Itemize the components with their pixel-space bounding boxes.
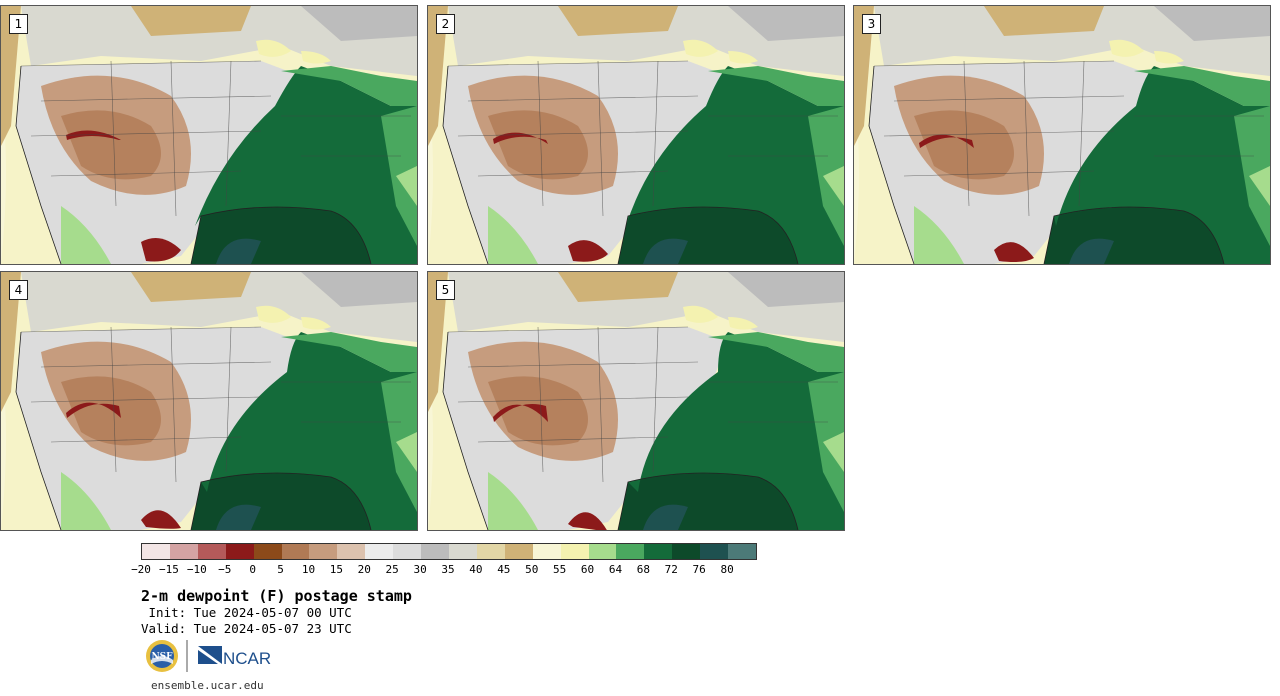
colorbar-swatch (365, 544, 394, 559)
colorbar-swatch (421, 544, 449, 559)
colorbar-tick-label: 40 (469, 563, 483, 576)
colorbar-tick-label: 76 (692, 563, 706, 576)
colorbar-swatch (476, 544, 505, 559)
valid-time: Valid: Tue 2024-05-07 23 UTC (141, 621, 352, 636)
colorbar (141, 543, 757, 560)
colorbar-swatch (672, 544, 701, 559)
colorbar-tick-label: 10 (301, 563, 316, 576)
panel-label: 1 (9, 14, 28, 34)
colorbar-swatch (616, 544, 645, 559)
chart-title: 2-m dewpoint (F) postage stamp (141, 587, 412, 605)
dewpoint-map-4 (1, 272, 417, 530)
svg-text:NSF: NSF (151, 652, 173, 662)
colorbar-swatch (225, 544, 254, 559)
colorbar-swatch (393, 544, 422, 559)
colorbar-tick-label: 60 (580, 563, 595, 576)
nsf-ncar-logo: NSF NCAR (146, 640, 271, 672)
colorbar-swatch (504, 544, 533, 559)
colorbar-swatch (169, 544, 198, 559)
colorbar-swatch (197, 544, 226, 559)
dewpoint-map-1 (1, 6, 417, 264)
colorbar-tick-label: 25 (385, 563, 399, 576)
colorbar-tick-label: −10 (186, 563, 207, 576)
colorbar-swatch (700, 544, 729, 559)
map-panel-4[interactable]: 4 (0, 271, 418, 531)
footer-url: ensemble.ucar.edu (151, 679, 264, 692)
colorbar-tick-label: 20 (357, 563, 371, 576)
colorbar-ticks: −20 −15 −10 −5 0 5 10 15 20 25 30 35 40 45 50 55 60 64 68 7… (131, 563, 755, 577)
colorbar-swatch (448, 544, 477, 559)
ncar-logo-icon: NCAR (198, 646, 271, 668)
colorbar-tick-label: 50 (525, 563, 539, 576)
colorbar-swatch (728, 544, 756, 559)
colorbar-swatch (560, 544, 589, 559)
map-panel-3[interactable]: 3 (853, 5, 1271, 265)
colorbar-swatch (532, 544, 561, 559)
panel-label: 3 (862, 14, 881, 34)
colorbar-swatch (644, 544, 673, 559)
nsf-logo-icon: NSF (146, 640, 178, 672)
map-panel-5[interactable]: 5 (427, 271, 845, 531)
panel-label: 2 (436, 14, 455, 34)
map-panel-1[interactable]: 1 (0, 5, 418, 265)
colorbar-swatch (142, 544, 170, 559)
colorbar-tick-label: −5 (218, 563, 232, 576)
panel-label: 4 (9, 280, 28, 300)
init-time: Init: Tue 2024-05-07 00 UTC (141, 605, 352, 620)
colorbar-swatch (281, 544, 310, 559)
colorbar-tick-label: 72 (664, 563, 678, 576)
colorbar-swatch (309, 544, 338, 559)
colorbar-tick-label: 80 (720, 563, 734, 576)
dewpoint-map-3 (854, 6, 1270, 264)
colorbar-tick-label: −15 (158, 563, 179, 576)
colorbar-swatch (588, 544, 617, 559)
logos: NSF NCAR (145, 638, 275, 674)
colorbar-swatch (253, 544, 282, 559)
colorbar-tick-label: 30 (413, 563, 427, 576)
colorbar-tick-label: 64 (608, 563, 623, 576)
colorbar-tick-label: 0 (249, 563, 256, 576)
colorbar-tick-label: 45 (497, 563, 511, 576)
colorbar-tick-label: 5 (277, 563, 284, 576)
dewpoint-map-5 (428, 272, 844, 530)
colorbar-tick-label: 15 (329, 563, 343, 576)
colorbar-swatch (337, 544, 366, 559)
map-panel-2[interactable]: 2 (427, 5, 845, 265)
dewpoint-map-2 (428, 6, 844, 264)
colorbar-tick-label: 35 (441, 563, 455, 576)
colorbar-tick-label: 68 (636, 563, 650, 576)
colorbar-tick-label: −20 (131, 563, 151, 576)
colorbar-tick-label: 55 (553, 563, 567, 576)
svg-text:NCAR: NCAR (223, 649, 271, 668)
panel-label: 5 (436, 280, 455, 300)
